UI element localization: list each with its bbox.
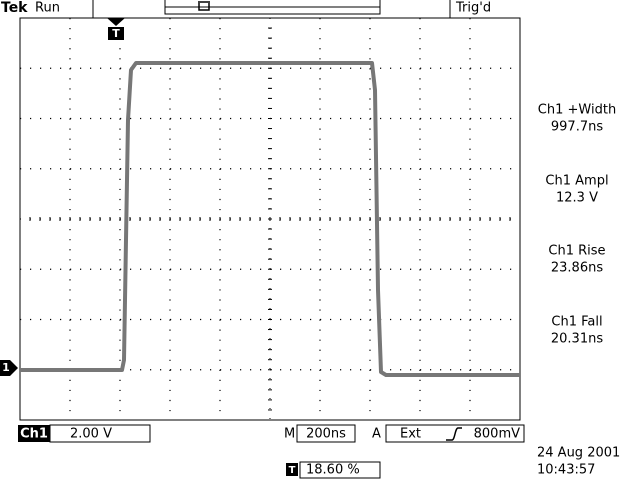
volts-per-div: 2.00 V	[70, 427, 112, 442]
trigger-label: A	[372, 427, 381, 442]
trigger-level: 800mV	[474, 427, 520, 442]
trigger-position: 18.60 %	[306, 463, 360, 478]
channel-marker-shape	[0, 360, 18, 376]
measurement-label: Ch1 Fall	[551, 315, 602, 330]
timebase-box	[296, 424, 356, 443]
record-window	[198, 1, 210, 11]
trigger-status: Trig'd	[455, 1, 491, 16]
measurement-label: Ch1 Rise	[548, 244, 605, 259]
record-bar	[164, 0, 381, 15]
timebase: 200ns	[306, 427, 346, 442]
time: 10:43:57	[537, 463, 595, 478]
volts-box	[49, 424, 151, 443]
channel-label: Ch1	[20, 427, 48, 442]
measurement-label: Ch1 +Width	[538, 103, 616, 118]
channel-marker: 1	[2, 361, 10, 374]
trigger-position-badge	[286, 463, 298, 476]
measurement-value: 23.86ns	[551, 261, 603, 276]
trigger-position-box	[299, 461, 381, 479]
graticule	[19, 17, 521, 421]
trigger-source: Ext	[400, 427, 421, 442]
measurement-label: Ch1 Ampl	[545, 174, 608, 189]
waveform	[20, 61, 520, 377]
date: 24 Aug 2001	[537, 446, 620, 461]
run-status: Run	[35, 1, 60, 16]
slope-icon	[446, 427, 462, 441]
trigger-marker-shape	[107, 18, 125, 40]
brand: Tek	[1, 0, 28, 16]
trigger-marker: T	[112, 27, 120, 40]
measurement-value: 12.3 V	[556, 191, 598, 206]
timebase-label: M	[284, 427, 295, 442]
channel-badge	[18, 425, 50, 442]
measurement-value: 20.31ns	[551, 332, 603, 347]
trigger-position-icon: T	[289, 465, 296, 476]
trigger-box	[385, 424, 525, 443]
measurement-value: 997.7ns	[551, 120, 603, 135]
measurements: Ch1 +Width 997.7ns Ch1 Ampl 12.3 V Ch1 Rise 2…	[538, 103, 616, 347]
